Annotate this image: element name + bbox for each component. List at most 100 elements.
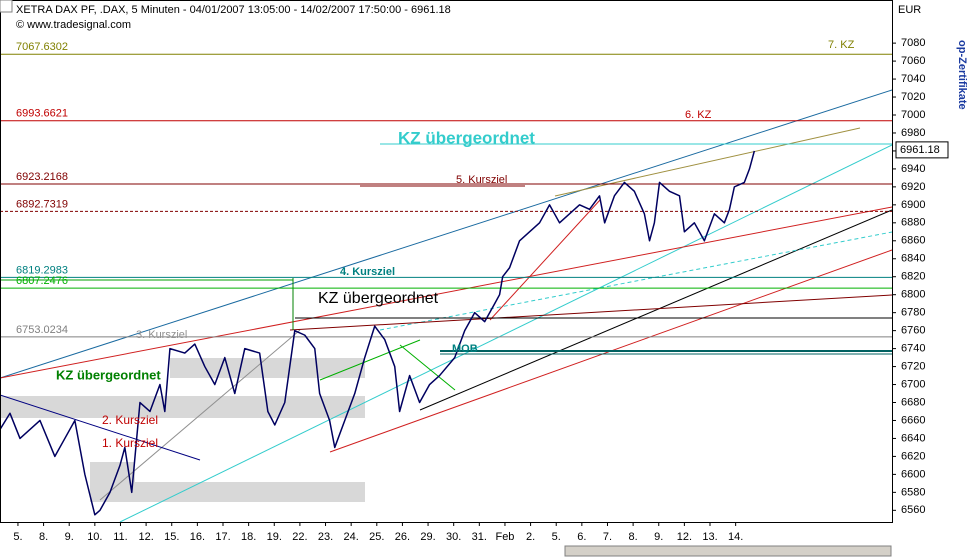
y-tick-label: 6780 — [901, 307, 925, 319]
y-tick-label: 7080 — [901, 37, 925, 49]
y-tick-label: 6800 — [901, 289, 925, 301]
x-tick-label: 8. — [629, 531, 638, 543]
trend-line — [0, 89, 893, 379]
y-tick-label: 6640 — [901, 432, 925, 444]
x-tick-label: 14. — [728, 531, 743, 543]
x-tick-label: 2. — [526, 531, 535, 543]
level-label: 6892.7319 — [16, 198, 68, 210]
y-tick-label: 6580 — [901, 486, 925, 498]
last-price-box — [895, 141, 949, 159]
x-tick-label: 23. — [318, 531, 333, 543]
trend-line — [379, 231, 893, 331]
annotation: 4. Kursziel — [340, 266, 395, 278]
y-tick-label: 7060 — [901, 55, 925, 67]
trend-lines — [0, 89, 893, 523]
y-tick-label: 6900 — [901, 199, 925, 211]
zone — [90, 482, 365, 502]
side-label: op-Zertifikate — [956, 40, 968, 110]
level-label: 6753.0234 — [16, 324, 68, 336]
level-label: 6923.2168 — [16, 171, 68, 183]
y-tick-label: 6700 — [901, 378, 925, 390]
y-tick-label: 7000 — [901, 109, 925, 121]
x-tick-label: 8. — [39, 531, 48, 543]
x-tick-label: 6. — [577, 531, 586, 543]
x-tick-label: 11. — [113, 531, 127, 543]
trend-line — [289, 294, 893, 331]
x-tick-label: 12. — [677, 531, 692, 543]
x-tick-label: 22. — [292, 531, 307, 543]
y-tick-label: 6980 — [901, 127, 925, 139]
x-tick-label: 30. — [446, 531, 461, 543]
annotation: MOB — [452, 343, 478, 355]
icon — [0, 0, 13, 13]
x-tick-label: 7. — [603, 531, 612, 543]
last-price-label: 6961.18 — [900, 144, 940, 156]
annotation: KZ übergeordnet — [318, 290, 439, 307]
y-tick-label: 6860 — [901, 235, 925, 247]
trend-line — [399, 344, 456, 391]
x-tick-label: 24. — [344, 531, 359, 543]
chart-subtitle: © www.tradesignal.com — [16, 19, 131, 31]
y-tick-label: 6600 — [901, 468, 925, 480]
y-axis-label: EUR — [898, 4, 921, 16]
x-tick-label: 12. — [138, 531, 153, 543]
trend-line — [0, 394, 201, 461]
zone — [170, 358, 365, 378]
annotation: 6. KZ — [685, 109, 712, 121]
x-tick-label: 15. — [164, 531, 179, 543]
annotation: 7. KZ — [828, 39, 855, 51]
level-label: 6819.2983 — [16, 264, 68, 276]
annotation: 2. Kursziel — [102, 413, 158, 427]
annotation: 5. Kursziel — [456, 174, 507, 186]
x-tick-label: 10. — [87, 531, 102, 543]
x-tick-label: 9. — [65, 531, 74, 543]
y-tick-label: 7020 — [901, 91, 925, 103]
plot-frame — [0, 0, 893, 523]
chart-title: XETRA DAX PF, .DAX, 5 Minuten - 04/01/20… — [16, 4, 451, 16]
trend-line — [319, 339, 421, 381]
level-label: 6993.6621 — [16, 108, 68, 120]
x-tick-label: 18. — [241, 531, 256, 543]
level-label: 6807.2476 — [16, 275, 68, 287]
x-tick-label: 25. — [369, 531, 384, 543]
annotation: 3. Kursziel — [136, 329, 187, 341]
x-tick-label: 17. — [215, 531, 230, 543]
y-tick-label: 6880 — [901, 217, 925, 229]
y-tick-label: 6560 — [901, 504, 925, 516]
x-tick-label: 9. — [654, 531, 663, 543]
x-tick-label: 26. — [395, 531, 410, 543]
trend-line — [419, 209, 893, 411]
trend-line — [554, 127, 861, 197]
y-tick-label: 6740 — [901, 343, 925, 355]
y-tick-label: 6840 — [901, 253, 925, 265]
y-tick-label: 6760 — [901, 325, 925, 337]
annotation: KZ übergeordnet — [56, 367, 161, 382]
x-tick-label: 5. — [13, 531, 22, 543]
y-tick-label: 6920 — [901, 181, 925, 193]
y-tick-label: 6620 — [901, 450, 925, 462]
scrollbar[interactable] — [564, 545, 892, 557]
level-label: 7067.6302 — [16, 41, 68, 53]
annotation: 1. Kursziel — [102, 436, 158, 450]
x-tick-label: 19. — [267, 531, 282, 543]
y-tick-label: 6680 — [901, 396, 925, 408]
x-tick-label: 31. — [472, 531, 487, 543]
x-tick-label: 5. — [552, 531, 561, 543]
x-tick-label: 29. — [420, 531, 435, 543]
x-tick-label: 13. — [702, 531, 717, 543]
price-line — [0, 150, 756, 516]
y-tick-label: 6660 — [901, 414, 925, 426]
y-tick-label: 6820 — [901, 271, 925, 283]
x-tick-label: 16. — [190, 531, 205, 543]
annotation: KZ übergeordnet — [398, 128, 535, 147]
y-tick-label: 6720 — [901, 360, 925, 372]
y-tick-label: 7040 — [901, 73, 925, 85]
trend-line — [489, 199, 601, 321]
zone — [0, 396, 365, 418]
x-tick-label: Feb — [495, 531, 514, 543]
trend-line — [0, 206, 893, 379]
zone — [90, 462, 135, 484]
y-tick-label: 6940 — [901, 163, 925, 175]
trend-line — [119, 144, 893, 523]
